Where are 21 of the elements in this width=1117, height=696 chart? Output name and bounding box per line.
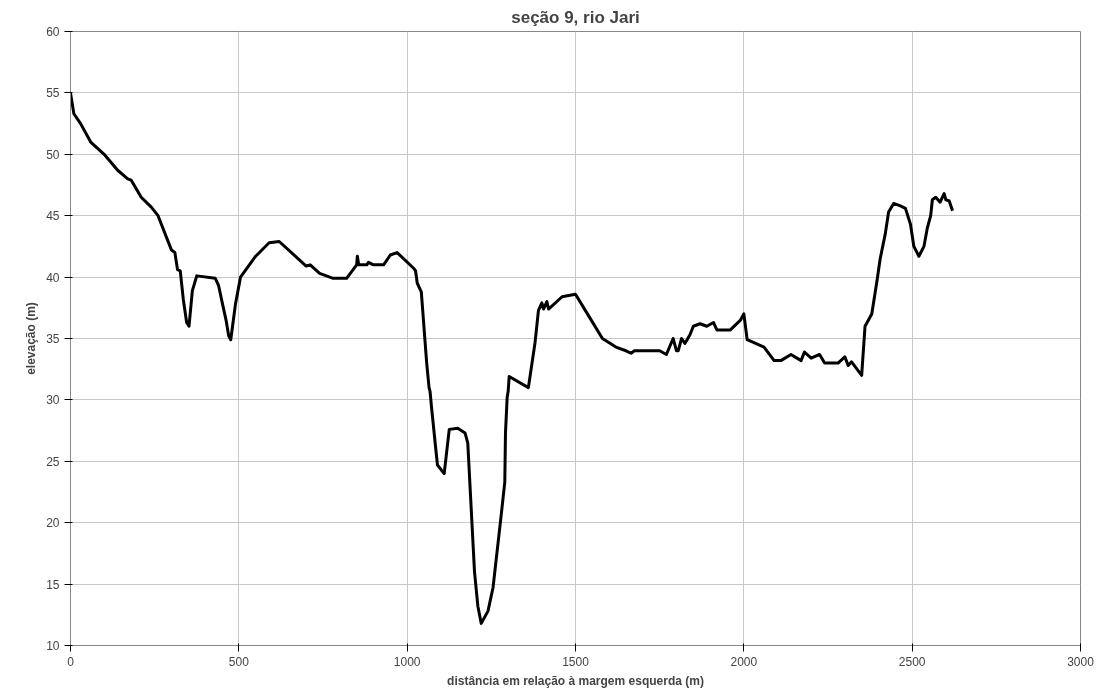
x-tick-label: 1500 [562,654,590,669]
x-tick-label: 2000 [730,654,758,669]
y-tick-label: 25 [46,454,60,469]
y-tick-label: 30 [46,393,60,408]
y-tick-label: 20 [46,516,60,531]
y-tick-label: 50 [46,147,60,162]
y-tick-label: 40 [46,270,60,285]
y-tick-label: 45 [46,209,60,224]
y-tick-label: 15 [46,577,60,592]
x-tick-label: 1000 [393,654,421,669]
x-tick-label: 2500 [898,654,926,669]
y-tick-label: 10 [46,639,60,653]
x-axis-title: distância em relação à margem esquerda (m) [447,673,704,688]
chart-title: seção 9, rio Jari [511,7,640,27]
x-tick-label: 0 [67,654,75,669]
y-tick-label: 55 [46,86,60,101]
y-tick-label: 60 [46,25,60,39]
y-tick-label: 35 [46,332,60,346]
y-axis-title: elevação (m) [24,302,39,375]
x-tick-label: 3000 [1067,654,1095,669]
x-tick-label: 500 [228,654,250,669]
